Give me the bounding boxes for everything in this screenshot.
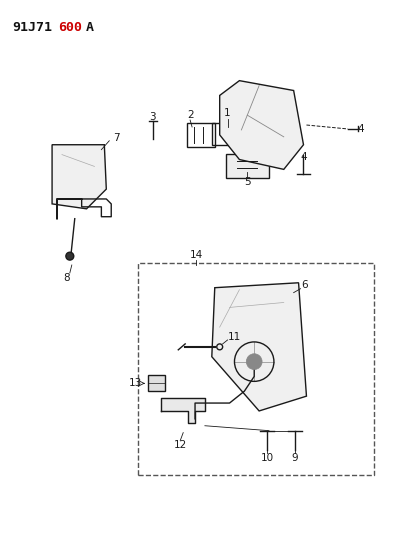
Circle shape: [66, 252, 74, 260]
Text: 4: 4: [300, 151, 307, 161]
Polygon shape: [212, 283, 307, 411]
Text: 2: 2: [187, 110, 193, 120]
Text: 11: 11: [228, 332, 241, 342]
Text: 7: 7: [113, 133, 120, 143]
Text: A: A: [86, 20, 93, 34]
Text: 5: 5: [244, 177, 251, 187]
Polygon shape: [160, 398, 205, 423]
Text: 4: 4: [357, 124, 364, 134]
FancyBboxPatch shape: [148, 375, 166, 391]
Text: 13: 13: [129, 378, 143, 389]
Bar: [138, 263, 375, 475]
Polygon shape: [52, 145, 106, 209]
Text: 600: 600: [58, 20, 82, 34]
Text: 3: 3: [149, 112, 156, 122]
Text: 10: 10: [261, 453, 274, 463]
Text: 8: 8: [63, 273, 70, 283]
Text: 1: 1: [224, 108, 231, 118]
Circle shape: [246, 354, 262, 369]
FancyBboxPatch shape: [226, 154, 269, 178]
Text: 12: 12: [173, 440, 187, 450]
Polygon shape: [220, 80, 303, 169]
Text: 9: 9: [291, 453, 298, 463]
Text: 91J71: 91J71: [13, 20, 53, 34]
Text: 6: 6: [301, 280, 308, 290]
Text: 14: 14: [189, 250, 203, 260]
